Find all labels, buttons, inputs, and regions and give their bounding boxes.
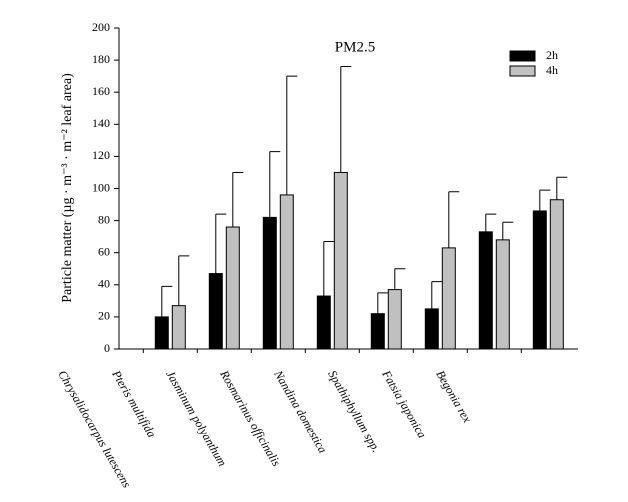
error-bar: [286, 75, 298, 195]
annotation: PM2.5: [335, 39, 375, 55]
error-bar: [502, 221, 514, 240]
y-tick-label: 180: [92, 52, 110, 66]
error-bar: [556, 176, 568, 200]
bar: [441, 247, 456, 350]
bar: [387, 289, 402, 350]
y-tick-label: 100: [92, 180, 110, 194]
bar: [279, 194, 294, 350]
y-tick-label: 60: [98, 244, 110, 258]
x-tick-label: Jasminum polyanthum: [163, 368, 229, 469]
y-axis-label: Particle matter (µg · m⁻³ · m⁻² leaf are…: [60, 73, 75, 303]
error-bar: [448, 191, 460, 248]
y-tick-label: 200: [92, 20, 110, 34]
y-tick-label: 40: [98, 277, 110, 291]
bar: [333, 171, 348, 350]
x-tick-label: Rosmarinus officinalis: [217, 367, 284, 469]
error-bar: [178, 255, 190, 306]
legend-swatch: [509, 50, 536, 62]
y-tick-label: 120: [92, 148, 110, 162]
y-tick-label: 160: [92, 84, 110, 98]
bar: [549, 199, 564, 350]
error-bar: [232, 171, 244, 228]
bar: [262, 216, 277, 350]
bar: [171, 305, 186, 350]
error-bar: [394, 268, 406, 290]
x-tick-label: Pteris multifida: [109, 367, 159, 440]
bar: [208, 273, 223, 350]
x-tick-label: Fatsia japonica: [379, 367, 429, 440]
y-tick-label: 20: [98, 309, 110, 323]
error-bar: [323, 240, 335, 297]
bar: [370, 313, 385, 350]
x-tick-label: Spathiphyllum spp.: [325, 368, 383, 455]
bar: [225, 226, 240, 350]
x-tick-label: Nandina domestica: [271, 367, 330, 455]
y-tick-label: 80: [98, 212, 110, 226]
error-bar: [485, 213, 497, 232]
error-bar: [161, 285, 173, 317]
y-tick-label: 0: [104, 341, 110, 355]
error-bar: [539, 189, 551, 211]
error-bar: [340, 66, 352, 173]
bar: [495, 239, 510, 350]
error-bar: [431, 281, 443, 309]
error-bar: [215, 213, 227, 274]
bar: [316, 295, 331, 350]
legend-label: 4h: [546, 63, 558, 77]
x-tick-label: Begonia rex: [433, 368, 474, 426]
legend-swatch: [509, 65, 536, 77]
error-bar: [377, 292, 389, 314]
bar: [154, 316, 169, 350]
bar: [532, 210, 547, 350]
error-bar: [269, 151, 281, 218]
bar: [424, 308, 439, 350]
y-tick-label: 140: [92, 116, 110, 130]
bar: [478, 231, 493, 350]
legend-label: 2h: [546, 48, 558, 62]
